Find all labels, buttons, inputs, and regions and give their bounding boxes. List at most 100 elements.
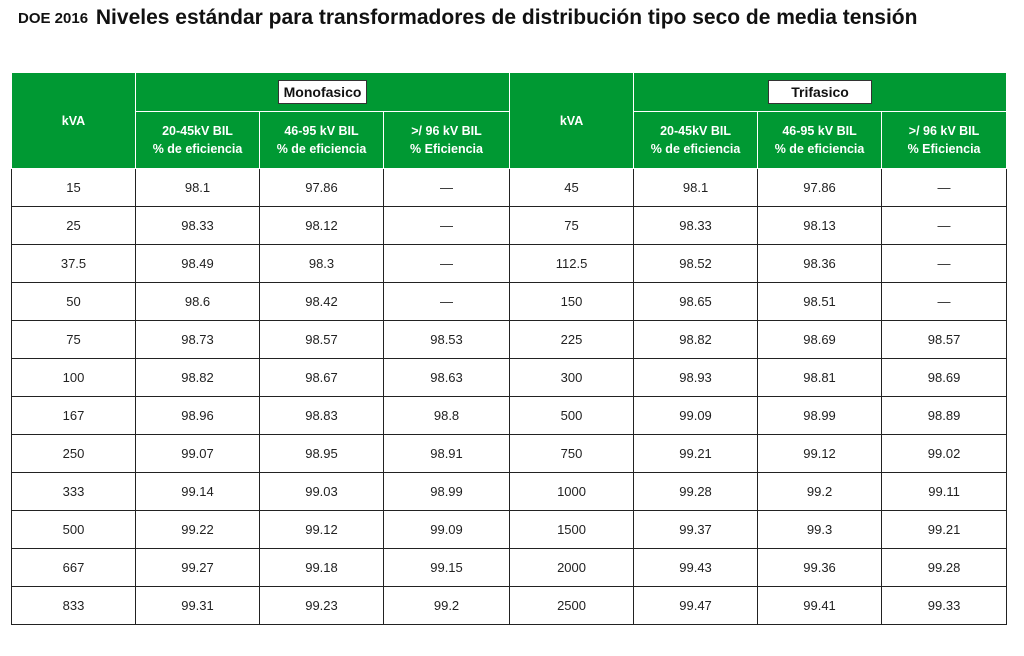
title-main: Niveles estándar para transformadores de… <box>95 6 918 29</box>
tri-kva-cell: 75 <box>509 206 635 245</box>
tri-eff-96-cell: 99.33 <box>881 586 1008 625</box>
tri-eff-20-45-cell: 98.33 <box>633 206 759 245</box>
mono-eff-20-45-cell: 99.07 <box>135 434 260 473</box>
table-row: 100 98.82 98.67 98.63 300 98.93 98.81 98.69 <box>11 358 1008 397</box>
mono-kva-cell: 250 <box>11 434 136 473</box>
mono-eff-20-45-cell: 98.73 <box>135 320 260 359</box>
tri-group-header: Trifasico <box>633 72 1008 112</box>
mono-eff-46-95-cell: 99.18 <box>259 548 384 587</box>
tri-eff-20-45-cell: 98.82 <box>633 320 759 359</box>
mono-eff-46-95-cell: 99.03 <box>259 472 384 511</box>
tri-eff-96-cell: — <box>881 282 1008 321</box>
tri-kva-cell: 750 <box>509 434 635 473</box>
tri-eff-96-cell: — <box>881 206 1008 245</box>
mono-eff-46-95-cell: 98.3 <box>259 244 384 283</box>
table-row: 37.5 98.49 98.3—112.5 98.52 98.36— <box>11 244 1008 283</box>
mono-eff-20-45-cell: 99.31 <box>135 586 260 625</box>
mono-kva-cell: 500 <box>11 510 136 549</box>
mono-group-label: Monofasico <box>277 80 368 104</box>
tri-eff-20-45-cell: 98.52 <box>633 244 759 283</box>
tri-eff-96-cell: 99.28 <box>881 548 1008 587</box>
table-row: 667 99.27 99.18 99.15 2000 99.43 99.36 99.28 <box>11 548 1008 587</box>
tri-eff-20-45-cell: 98.65 <box>633 282 759 321</box>
tri-eff-96-cell: 99.11 <box>881 472 1008 511</box>
mono-eff-46-95-cell: 98.57 <box>259 320 384 359</box>
efficiency-table: kVA Monofasico kVA Trifasico 20-45kV BIL… <box>11 72 1008 625</box>
mono-eff-46-95-cell: 99.12 <box>259 510 384 549</box>
mono-kva-cell: 100 <box>11 358 136 397</box>
mono-eff-96-cell: 98.8 <box>382 396 511 435</box>
table-row: 167 98.96 98.83 98.8 500 99.09 98.99 98.89 <box>11 396 1008 435</box>
tri-eff-96-cell: 98.89 <box>881 396 1008 435</box>
tri-col2-header: 46-95 kV BIL % de eficiencia <box>757 111 883 169</box>
mono-eff-46-95-cell: 97.86 <box>259 168 384 207</box>
tri-eff-46-95-cell: 99.36 <box>757 548 883 587</box>
tri-eff-96-cell: — <box>881 168 1008 207</box>
tri-eff-20-45-cell: 99.28 <box>633 472 759 511</box>
mono-eff-96-cell: 99.09 <box>382 510 511 549</box>
mono-eff-20-45-cell: 99.27 <box>135 548 260 587</box>
mono-eff-96-cell: 99.15 <box>382 548 511 587</box>
mono-eff-20-45-cell: 98.33 <box>135 206 260 245</box>
mono-kva-cell: 15 <box>11 168 136 207</box>
mono-eff-96-cell: 98.91 <box>382 434 511 473</box>
tri-kva-cell: 112.5 <box>509 244 635 283</box>
tri-col3-header: >/ 96 kV BIL % Eficiencia <box>881 111 1008 169</box>
table-row: 50 98.6 98.42—150 98.65 98.51— <box>11 282 1008 321</box>
tri-eff-46-95-cell: 99.2 <box>757 472 883 511</box>
table-row: 75 98.73 98.57 98.53 225 98.82 98.69 98.57 <box>11 320 1008 359</box>
tri-kva-cell: 150 <box>509 282 635 321</box>
mono-eff-20-45-cell: 99.22 <box>135 510 260 549</box>
mono-group-header: Monofasico <box>134 72 511 112</box>
mono-eff-46-95-cell: 98.42 <box>259 282 384 321</box>
mono-eff-20-45-cell: 98.82 <box>135 358 260 397</box>
tri-group-label: Trifasico <box>768 80 872 104</box>
mono-kva-cell: 667 <box>11 548 136 587</box>
mono-kva-cell: 25 <box>11 206 136 245</box>
mono-eff-46-95-cell: 98.67 <box>259 358 384 397</box>
tri-kva-cell: 500 <box>509 396 635 435</box>
tri-kva-cell: 1500 <box>509 510 635 549</box>
tri-eff-46-95-cell: 99.12 <box>757 434 883 473</box>
tri-kva-cell: 2500 <box>509 586 635 625</box>
tri-kva-cell: 300 <box>509 358 635 397</box>
mono-col2-header: 46-95 kV BIL % de eficiencia <box>259 111 384 169</box>
tri-eff-46-95-cell: 98.36 <box>757 244 883 283</box>
tri-kva-cell: 45 <box>509 168 635 207</box>
tri-kva-cell: 2000 <box>509 548 635 587</box>
page-title: DOE 2016 Niveles estándar para transform… <box>11 6 1001 31</box>
mono-eff-20-45-cell: 99.14 <box>135 472 260 511</box>
mono-eff-96-cell: — <box>382 168 511 207</box>
mono-eff-96-cell: — <box>382 206 511 245</box>
mono-eff-96-cell: 99.2 <box>382 586 511 625</box>
mono-kva-cell: 50 <box>11 282 136 321</box>
tri-eff-46-95-cell: 99.41 <box>757 586 883 625</box>
mono-eff-96-cell: 98.99 <box>382 472 511 511</box>
mono-eff-20-45-cell: 98.1 <box>135 168 260 207</box>
tri-eff-96-cell: — <box>881 244 1008 283</box>
tri-kva-header: kVA <box>509 72 635 169</box>
tri-eff-96-cell: 98.57 <box>881 320 1008 359</box>
mono-eff-46-95-cell: 98.12 <box>259 206 384 245</box>
mono-eff-20-45-cell: 98.49 <box>135 244 260 283</box>
mono-eff-46-95-cell: 99.23 <box>259 586 384 625</box>
tri-eff-46-95-cell: 98.81 <box>757 358 883 397</box>
table-row: 250 99.07 98.95 98.91 750 99.21 99.12 99.02 <box>11 434 1008 473</box>
mono-eff-96-cell: — <box>382 244 511 283</box>
mono-col1-header: 20-45kV BIL % de eficiencia <box>135 111 260 169</box>
tri-eff-96-cell: 99.21 <box>881 510 1008 549</box>
tri-eff-20-45-cell: 98.93 <box>633 358 759 397</box>
tri-eff-20-45-cell: 98.1 <box>633 168 759 207</box>
table-row: 833 99.31 99.23 99.2 2500 99.47 99.41 99.33 <box>11 586 1008 625</box>
mono-eff-96-cell: 98.63 <box>382 358 511 397</box>
tri-eff-96-cell: 98.69 <box>881 358 1008 397</box>
mono-kva-cell: 37.5 <box>11 244 136 283</box>
tri-eff-20-45-cell: 99.09 <box>633 396 759 435</box>
mono-kva-cell: 833 <box>11 586 136 625</box>
mono-eff-96-cell: — <box>382 282 511 321</box>
tri-eff-96-cell: 99.02 <box>881 434 1008 473</box>
tri-eff-46-95-cell: 98.51 <box>757 282 883 321</box>
mono-kva-cell: 333 <box>11 472 136 511</box>
tri-eff-20-45-cell: 99.37 <box>633 510 759 549</box>
mono-kva-cell: 75 <box>11 320 136 359</box>
